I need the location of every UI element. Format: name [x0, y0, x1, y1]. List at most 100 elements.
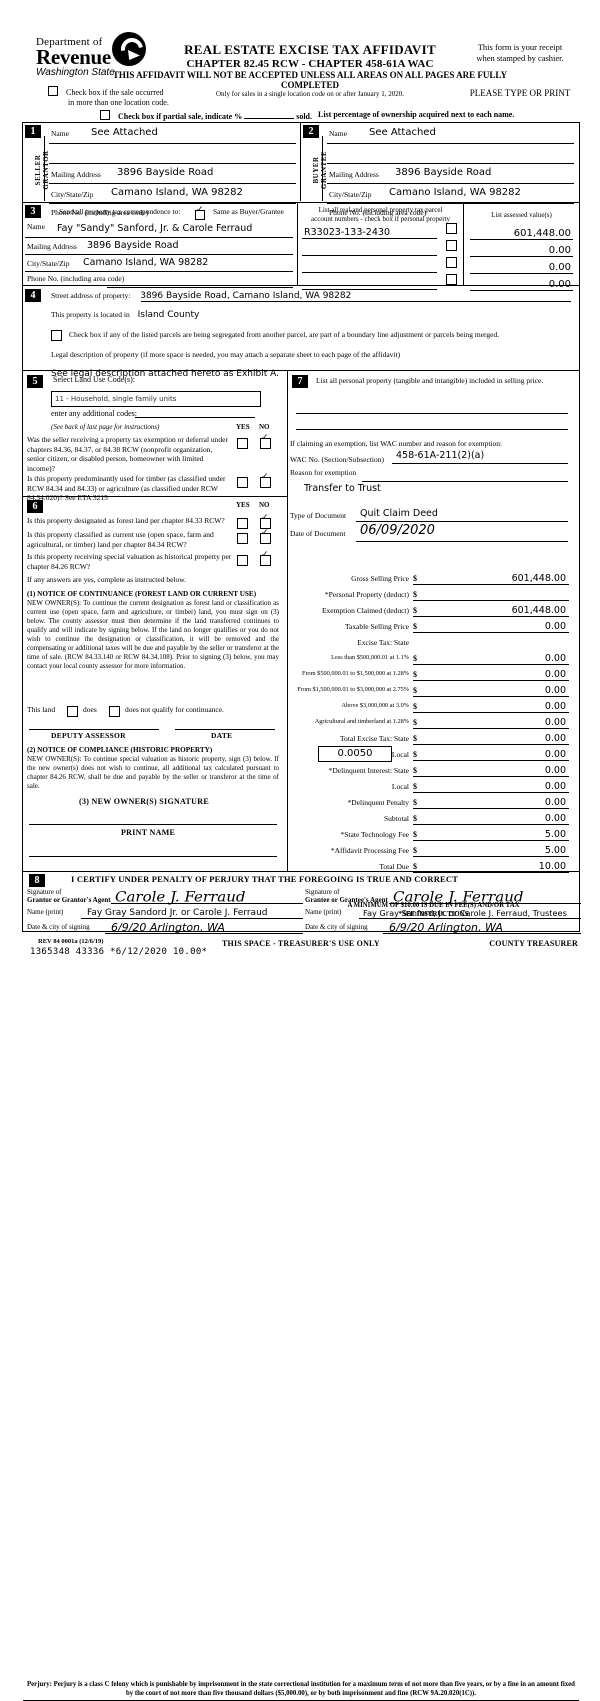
s3-phone-field[interactable]: Phone No. (including area code) — [25, 272, 293, 290]
same-as-buyer-checkbox[interactable] — [195, 206, 205, 224]
s5-q1-yes-checkbox[interactable] — [237, 435, 248, 453]
grantee-name-row[interactable]: Name (print) Fay Gray Sanford, Jr. or Ca… — [305, 905, 583, 920]
doc-date-line[interactable] — [356, 541, 568, 542]
dollar-sign: $ — [413, 750, 417, 759]
assessed-value-line — [470, 273, 573, 274]
doc-type-line[interactable] — [356, 521, 568, 522]
new-owner-signature-line[interactable] — [29, 824, 277, 825]
tax-row[interactable]: Subtotal $0.00 — [288, 811, 579, 827]
tax-row[interactable]: Agricultural and timberland at 1.28% $0.0… — [288, 715, 579, 731]
tax-row[interactable]: *Delinquent Interest: State $0.00 — [288, 763, 579, 779]
grantor-signature-row[interactable]: Signature of Grantor or Grantor's Agent … — [27, 888, 305, 905]
buyer-citystate-field[interactable]: City/State/Zip Camano Island, WA 98282 — [327, 184, 574, 204]
tax-row[interactable]: *Affidavit Processing Fee $5.00 — [288, 843, 579, 859]
tax-row[interactable]: Excise Tax: State — [288, 635, 579, 651]
buyer-phone-field[interactable]: Phone No. (including area code) — [327, 204, 574, 223]
perjury-notice: Perjury: Perjury is a class C felony whi… — [27, 1680, 575, 1698]
land-does-qualify-checkbox[interactable] — [67, 703, 78, 721]
tax-row-value: 0.00 — [544, 685, 566, 696]
reason-exemption-line[interactable] — [362, 481, 568, 482]
buyer-name-2-field[interactable] — [327, 144, 574, 164]
street-address-value: 3896 Bayside Road, Camano Island, WA 982… — [140, 291, 352, 301]
seller-mailing-field[interactable]: Mailing Address 3896 Bayside Road — [49, 164, 296, 184]
dept-line-1: Department of — [36, 36, 103, 48]
location-code-checkbox[interactable] — [48, 86, 58, 96]
tax-row[interactable]: 0.0050 Local $0.00 — [288, 746, 579, 763]
tax-row[interactable]: From $500,000.01 to $1,500,000 at 1.28% $… — [288, 667, 579, 683]
tax-row[interactable]: *Delinquent Penalty $0.00 — [288, 795, 579, 811]
minimum-due-line-2: *SEE INSTRUCTIONS — [398, 911, 469, 918]
assessed-value-row[interactable]: 601,448.00 — [470, 225, 573, 242]
tax-row[interactable]: Total Due $10.00 — [288, 859, 579, 875]
s5-q1-no-checkbox[interactable] — [260, 434, 271, 453]
tax-row[interactable]: Above $3,000,000 at 3.0% $0.00 — [288, 699, 579, 715]
s6-q3-yes-checkbox[interactable] — [237, 552, 248, 570]
assessed-value-row[interactable]: 0.00 — [470, 259, 573, 276]
tax-row[interactable]: Exemption Claimed (deduct) $601,448.00 — [288, 603, 579, 619]
partial-sale-row[interactable]: Check box if partial sale, indicate % so… — [100, 110, 312, 121]
s6-q2-no-checkbox[interactable] — [260, 529, 271, 548]
segregate-label: Check box if any of the listed parcels a… — [69, 330, 500, 339]
grantee-signature-row[interactable]: Signature of Grantee or Grantee's Agent … — [305, 888, 583, 905]
additional-codes-input[interactable] — [135, 417, 255, 418]
seller-mailing-label: Mailing Address — [51, 170, 101, 179]
assessed-value-row[interactable]: 0.00 — [470, 242, 573, 259]
tax-row[interactable]: Local $0.00 — [288, 779, 579, 795]
buyer-name-field[interactable]: Name See Attached — [327, 123, 574, 144]
tax-row[interactable]: From $1,500,000.01 to $3,000,000 at 2.75… — [288, 683, 579, 699]
s5-q2-no-checkbox[interactable] — [260, 473, 271, 492]
grantee-date-row[interactable]: Date & city of signing 6/9/20 Arlington,… — [305, 920, 583, 935]
deputy-assessor-signature-line[interactable] — [29, 729, 159, 730]
seller-citystate-field[interactable]: City/State/Zip Camano Island, WA 98282 — [49, 184, 296, 204]
seller-name-2-field[interactable] — [49, 144, 296, 164]
s6-q2-yes-checkbox[interactable] — [237, 530, 248, 548]
segregate-checkbox[interactable] — [51, 330, 62, 341]
s3-mailing-field[interactable]: Mailing Address 3896 Bayside Road — [25, 238, 293, 255]
s6-q3-no-checkbox[interactable] — [260, 551, 271, 570]
s3-citystate-field[interactable]: City/State/Zip Camano Island, WA 98282 — [25, 255, 293, 272]
partial-sale-input[interactable] — [244, 118, 295, 119]
grantor-name-row[interactable]: Name (print) Fay Gray Sandord Jr. or Car… — [27, 905, 305, 920]
personal-property-checkbox[interactable] — [446, 237, 457, 255]
personal-property-checkbox[interactable] — [446, 254, 457, 272]
assessed-value-row[interactable]: 0.00 — [470, 276, 573, 293]
personal-property-line-2[interactable] — [296, 429, 568, 430]
parcel-row[interactable] — [302, 240, 459, 258]
tax-row[interactable]: Total Excise Tax: State $0.00 — [288, 731, 579, 747]
s3-name-field[interactable]: Name Fay "Sandy" Sanford, Jr. & Carole F… — [25, 220, 293, 238]
tax-row-value: 5.00 — [544, 845, 566, 856]
deputy-assessor-label: DEPUTY ASSESSOR — [51, 731, 126, 740]
tax-row[interactable]: Less than $500,000.01 at 1.1% $0.00 — [288, 651, 579, 667]
tax-row[interactable]: *Personal Property (deduct) $ — [288, 587, 579, 603]
location-code-checkbox-row[interactable]: Check box if the sale occurred in more t… — [48, 86, 169, 108]
partial-sale-checkbox[interactable] — [100, 110, 110, 120]
assessor-date-line[interactable] — [175, 729, 275, 730]
parcel-row[interactable] — [302, 274, 459, 292]
tax-row[interactable]: *State Technology Fee $5.00 — [288, 827, 579, 843]
county-row[interactable]: This property is located in Island Count… — [23, 309, 579, 321]
wac-number-line[interactable] — [392, 463, 568, 464]
seller-divider — [44, 136, 45, 201]
s5-q2-yes-checkbox[interactable] — [237, 474, 248, 492]
grantor-date-row[interactable]: Date & city of signing 6/9/20 Arlington,… — [27, 920, 305, 935]
local-rate-input[interactable]: 0.0050 — [318, 746, 392, 762]
buyer-mailing-field[interactable]: Mailing Address 3896 Bayside Road — [327, 164, 574, 184]
segregate-row[interactable]: Check box if any of the listed parcels a… — [23, 329, 579, 341]
parcel-row[interactable]: R33023-133-2430 — [302, 223, 459, 241]
tax-row[interactable]: Gross Selling Price $601,448.00 — [288, 571, 579, 587]
parcel-row[interactable] — [302, 257, 459, 275]
parcel-line — [302, 255, 437, 256]
personal-property-line-1[interactable] — [296, 413, 568, 414]
personal-property-checkbox[interactable] — [446, 220, 457, 238]
print-name-line[interactable] — [29, 856, 277, 857]
additional-codes-label: enter any additional codes: — [51, 409, 137, 418]
seller-name-field[interactable]: Name See Attached — [49, 123, 296, 144]
tax-row[interactable]: Taxable Selling Price $0.00 — [288, 619, 579, 635]
land-use-code-input[interactable]: 11 - Household, single family units — [51, 391, 261, 407]
seller-phone-field[interactable]: Phone No. (including area code) — [49, 204, 296, 223]
s6-q1-yes-checkbox[interactable] — [237, 515, 248, 533]
land-does-not-qualify-checkbox[interactable] — [109, 703, 120, 721]
grantee-name-value: Fay Gray Sanford, Jr. or Carole J. Ferra… — [363, 908, 567, 918]
personal-property-checkbox[interactable] — [446, 271, 457, 289]
street-address-row[interactable]: Street address of property: 3896 Bayside… — [23, 290, 579, 302]
